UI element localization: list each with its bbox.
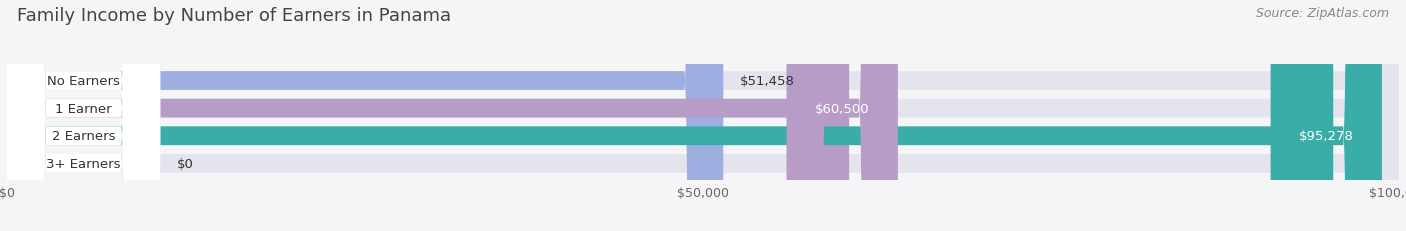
FancyBboxPatch shape <box>7 0 160 231</box>
FancyBboxPatch shape <box>7 0 849 231</box>
Text: 2 Earners: 2 Earners <box>52 130 115 143</box>
Text: $60,500: $60,500 <box>815 102 869 115</box>
FancyBboxPatch shape <box>7 0 723 231</box>
Text: 1 Earner: 1 Earner <box>55 102 112 115</box>
FancyBboxPatch shape <box>7 0 160 231</box>
Text: Source: ZipAtlas.com: Source: ZipAtlas.com <box>1256 7 1389 20</box>
FancyBboxPatch shape <box>7 0 160 231</box>
FancyBboxPatch shape <box>7 0 1399 231</box>
Text: $95,278: $95,278 <box>1299 130 1354 143</box>
Text: No Earners: No Earners <box>48 75 120 88</box>
FancyBboxPatch shape <box>1271 0 1382 231</box>
Text: Family Income by Number of Earners in Panama: Family Income by Number of Earners in Pa… <box>17 7 451 25</box>
FancyBboxPatch shape <box>7 0 1333 231</box>
FancyBboxPatch shape <box>7 0 1399 231</box>
FancyBboxPatch shape <box>7 0 160 231</box>
FancyBboxPatch shape <box>7 0 1399 231</box>
FancyBboxPatch shape <box>7 0 160 231</box>
Text: 3+ Earners: 3+ Earners <box>46 157 121 170</box>
Text: $51,458: $51,458 <box>740 75 794 88</box>
Text: $0: $0 <box>177 157 194 170</box>
FancyBboxPatch shape <box>7 0 1399 231</box>
FancyBboxPatch shape <box>786 0 898 231</box>
